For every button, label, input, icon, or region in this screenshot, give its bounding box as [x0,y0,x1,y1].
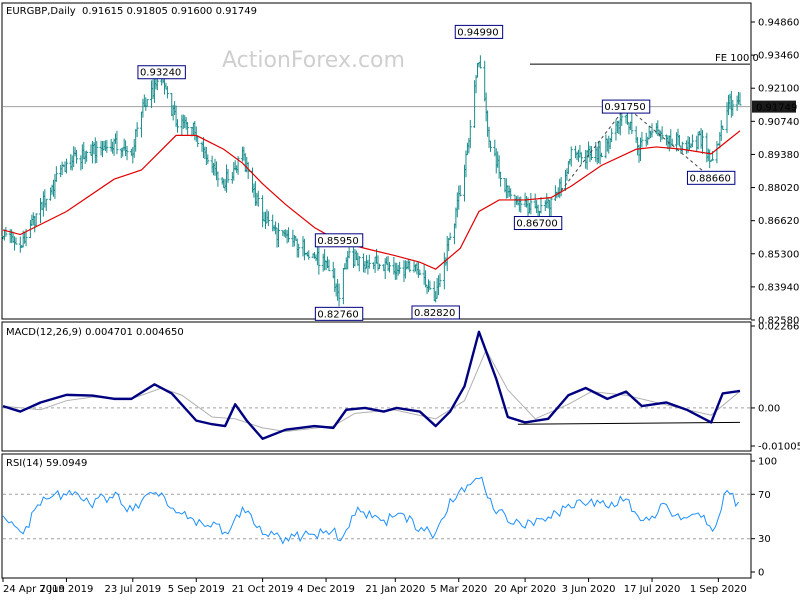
macd-y-label: 0.00 [758,403,780,414]
annotation-box [137,65,186,80]
price-y-label: 0.88020 [758,183,799,194]
x-tick-label: 20 Apr 2020 [494,584,556,595]
annotation-box [686,170,736,185]
annotation-box [513,216,563,231]
annotation-box [601,99,651,114]
x-tick-label: 5 Sep 2019 [168,584,225,595]
watermark: ActionForex.com [222,48,405,73]
annotation-label: 0.86700 [516,219,557,230]
rsi-y-label: 30 [758,534,771,545]
rsi-title: RSI(14) 59.0949 [6,458,87,469]
price-y-label: 0.92100 [758,84,799,95]
fe-label: FE 100.0 [715,53,759,64]
macd-signal-line [2,348,741,433]
price-y-label: 0.93460 [758,51,799,62]
macd-panel: MACD(12,26,9) 0.004701 0.004650 0.022662 0… [2,322,800,453]
x-tick-label: 21 Jan 2020 [365,584,425,595]
price-y-label: 0.89380 [758,150,799,161]
panel-frames [1,2,752,579]
rsi-line [2,476,739,545]
annotation-label: 0.82820 [414,308,455,319]
macd-y-label: 0.022662 [758,322,800,333]
macd-support-line [517,421,741,425]
current-price-box [752,100,796,113]
annotation-box [454,24,504,39]
price-y-label: 0.82580 [758,316,799,327]
annotation-box [314,233,364,248]
annotation-label: 0.88660 [689,173,730,184]
price-y-label: 0.85300 [758,249,799,260]
projection-line [625,106,712,179]
macd-y-label: -0.010052 [758,442,800,453]
symbol-title: EURGBP,Daily [6,6,76,17]
annotation-label: 0.94990 [457,27,498,38]
annotation-box [411,305,460,320]
x-tick-label: 4 Dec 2019 [297,584,355,595]
rsi-panel-frame [1,453,752,579]
price-y-label: 0.94860 [758,18,799,29]
rsi-panel: RSI(14) 59.0949 100 70 30 0 [2,457,777,579]
price-y-label: 0.83940 [758,282,799,293]
annotation-label: 0.91750 [604,102,645,113]
annotation-box [314,306,364,321]
moving-average-line [2,130,741,270]
annotation-label: 0.85950 [317,236,358,247]
rsi-y-label: 70 [758,490,771,501]
price-panel: 0.94860 0.93460 0.92100 0.90740 0.89380 0.880… [1,18,799,327]
price-y-label: 0.86620 [758,216,799,227]
annotation-label: 0.93240 [140,68,181,79]
macd-line [2,330,741,440]
x-tick-label: 23 Jul 2019 [104,584,161,595]
rsi-y-label: 100 [758,457,777,468]
x-tick-label: 24 Apr 2019 [3,584,65,595]
price-y-label: 0.90740 [758,117,799,128]
x-tick-label: 17 Jul 2020 [624,584,681,595]
rsi-y-label: 0 [758,568,764,579]
x-tick-label: 21 Oct 2019 [232,584,294,595]
x-tick-label: 7 Jun 2019 [40,584,94,595]
x-tick-label: 5 Mar 2020 [430,584,487,595]
annotation-label: 0.82760 [317,309,358,320]
macd-panel-frame [1,321,752,452]
price-panel-frame [1,2,752,320]
x-tick-label: 3 Jun 2020 [562,584,616,595]
macd-title: MACD(12,26,9) 0.004701 0.004650 [6,327,184,338]
ohlc-readout: 0.91615 0.91805 0.91600 0.91749 [82,6,257,17]
x-tick-label: 1 Sep 2020 [690,584,747,595]
current-price-label: 0.91749 [756,103,797,114]
